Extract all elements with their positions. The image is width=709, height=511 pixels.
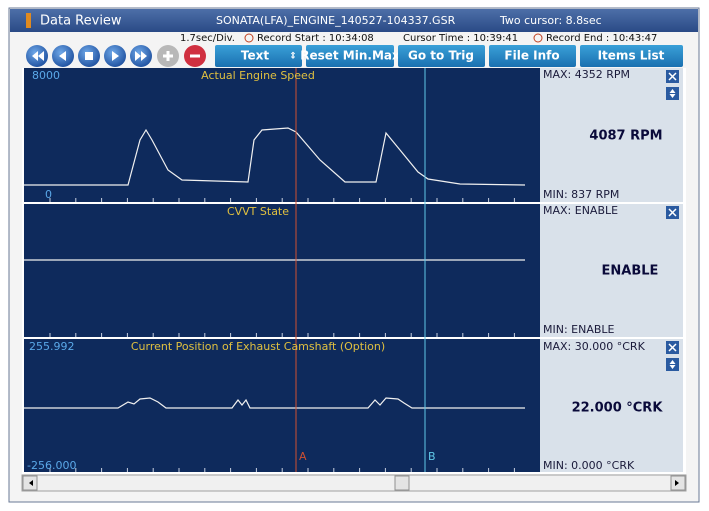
cursor-a-label: A — [299, 450, 307, 463]
panel-buttons — [666, 70, 679, 371]
plot-area — [24, 339, 540, 472]
axis-min: -256.000 — [27, 459, 76, 472]
camshaft-trace — [24, 397, 525, 409]
min-value: MIN: 837 RPM — [543, 188, 619, 201]
playback-controls — [26, 45, 206, 67]
panel-title: Current Position of Exhaust Camshaft (Op… — [131, 340, 385, 353]
scroll-thumb[interactable] — [394, 475, 410, 491]
scrollbar[interactable] — [21, 474, 687, 492]
panel-title: Actual Engine Speed — [201, 69, 315, 82]
value-panel — [540, 339, 683, 472]
axis-max: 255.992 — [29, 340, 75, 353]
button-label: Reset Min.Max — [300, 49, 400, 63]
button-label: File Info — [504, 49, 559, 63]
max-value: MAX: ENABLE — [543, 204, 618, 217]
move-button[interactable] — [666, 87, 679, 100]
division: 1.7sec/Div. — [180, 33, 235, 44]
file-info-button[interactable] — [489, 45, 576, 67]
time-ticks — [49, 198, 515, 472]
button-label: Text — [241, 49, 269, 63]
record-start: Record Start : 10:34:08 — [257, 33, 374, 44]
min-value: MIN: 0.000 °CRK — [543, 459, 635, 472]
engine-speed-trace — [24, 127, 526, 186]
min-value: MIN: ENABLE — [543, 323, 615, 336]
button-label: Items List — [598, 49, 665, 63]
plot-area — [24, 68, 540, 202]
file-name: SONATA(LFA)_ENGINE_140527-104337.GSR — [216, 14, 456, 27]
current-value: ENABLE — [602, 264, 659, 279]
axis-max: 8000 — [32, 69, 60, 82]
record-end: Record End : 10:43:47 — [546, 33, 657, 44]
current-value: 4087 RPM — [589, 129, 662, 144]
panel-title: CVVT State — [227, 205, 289, 218]
title-icon — [26, 13, 31, 28]
close-icons — [668, 72, 677, 352]
clock-icon — [244, 33, 254, 43]
button-label: Go to Trig — [408, 49, 474, 63]
spinner-icon: ⇕ — [289, 52, 297, 62]
window-title: Data Review — [40, 14, 122, 29]
items-list-button[interactable] — [580, 45, 683, 67]
text-button[interactable] — [215, 45, 302, 67]
move-button[interactable] — [666, 358, 679, 371]
title-bar — [10, 9, 698, 32]
plot-area — [24, 204, 540, 337]
value-panel — [540, 204, 683, 337]
axis-min: 0 — [45, 188, 52, 201]
current-value: 22.000 °CRK — [572, 401, 664, 416]
button-icons — [32, 51, 200, 61]
value-panel — [540, 68, 683, 202]
max-value: MAX: 30.000 °CRK — [543, 340, 646, 353]
trig-button[interactable] — [398, 45, 485, 67]
clock-icon — [533, 33, 543, 43]
max-value: MAX: 4352 RPM — [543, 68, 630, 81]
cursor-b-label: B — [428, 450, 436, 463]
cursor-info: Two cursor: 8.8sec — [499, 14, 602, 27]
reset-button[interactable] — [306, 45, 394, 67]
cursor-time: Cursor Time : 10:39:41 — [403, 33, 518, 44]
